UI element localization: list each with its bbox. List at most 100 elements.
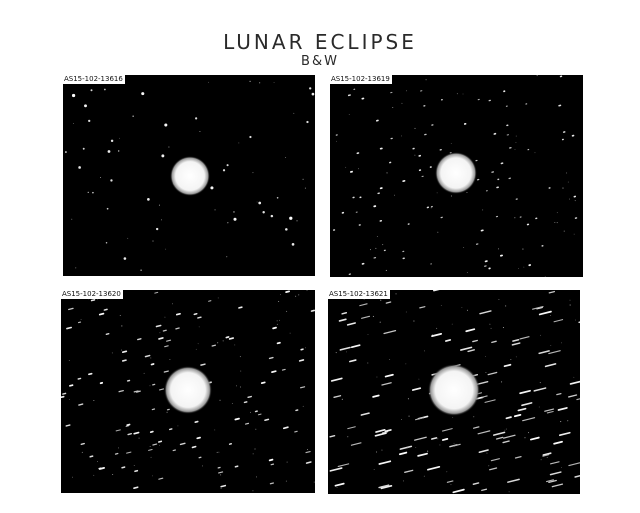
star-streak	[228, 337, 235, 340]
star	[276, 320, 278, 322]
star	[407, 398, 409, 400]
star-streak	[98, 312, 105, 316]
star	[123, 257, 127, 260]
star-streak	[269, 482, 274, 485]
photo-label: AS15-102-13620	[61, 290, 123, 299]
star-streak	[378, 460, 392, 465]
star	[540, 334, 541, 336]
star	[222, 340, 224, 342]
star	[68, 399, 70, 401]
star-streak	[294, 430, 298, 433]
star	[461, 306, 463, 308]
star	[518, 267, 519, 269]
star	[348, 114, 350, 115]
star	[453, 442, 455, 444]
star-streak	[375, 428, 386, 433]
star	[220, 474, 222, 476]
star-streak	[576, 398, 580, 401]
star	[233, 211, 235, 213]
star-streak	[193, 312, 198, 316]
star	[64, 151, 67, 153]
star	[372, 315, 374, 318]
star-streak	[512, 339, 520, 342]
star-streak	[350, 344, 361, 349]
star	[152, 240, 154, 242]
star	[335, 140, 337, 142]
star-streak	[545, 479, 554, 483]
star-streak	[305, 450, 311, 454]
star-streak	[514, 456, 522, 459]
star-streak	[126, 451, 132, 454]
star	[93, 474, 95, 476]
star	[158, 204, 161, 206]
star	[304, 187, 306, 189]
star	[285, 157, 287, 158]
star	[222, 169, 226, 172]
star-streak	[550, 461, 560, 465]
star	[110, 139, 114, 143]
star-streak	[383, 330, 397, 335]
star-streak	[208, 300, 212, 302]
eclipse-photo-1-image	[64, 80, 315, 271]
star-streak	[372, 394, 380, 398]
eclipse-photo-1: AS15-102-13616	[63, 75, 315, 276]
star	[236, 385, 237, 387]
star-streak	[374, 432, 387, 437]
star	[463, 247, 465, 248]
star-streak	[378, 484, 390, 489]
star	[249, 135, 252, 139]
star-streak	[243, 401, 248, 404]
star	[522, 248, 524, 250]
star	[214, 429, 216, 431]
star	[357, 168, 359, 170]
star-streak	[197, 316, 202, 319]
star	[452, 416, 454, 418]
star-streak	[347, 426, 356, 430]
star-streak	[154, 291, 159, 294]
star-streak	[453, 443, 461, 447]
star	[289, 216, 293, 220]
star-streak	[137, 338, 142, 341]
star	[515, 356, 517, 358]
eclipse-photo-2-image	[332, 75, 578, 277]
star	[296, 220, 298, 222]
star	[309, 87, 312, 90]
star	[276, 323, 278, 325]
star-streak	[522, 417, 536, 422]
star	[104, 88, 106, 91]
star	[376, 451, 378, 453]
star	[295, 295, 297, 297]
moon-disc	[435, 152, 477, 194]
star	[562, 187, 564, 189]
star-streak	[507, 478, 520, 483]
star	[466, 309, 468, 311]
star-streak	[399, 445, 413, 450]
star	[286, 310, 288, 312]
star	[298, 294, 300, 296]
star-streak	[126, 423, 131, 426]
star	[81, 451, 83, 453]
star	[554, 222, 556, 223]
star	[262, 211, 265, 214]
star	[386, 172, 388, 174]
star	[450, 484, 452, 486]
star-streak	[574, 475, 580, 478]
star-streak	[359, 303, 368, 307]
star-streak	[298, 359, 305, 362]
star	[202, 465, 203, 467]
star	[504, 429, 506, 431]
star-streak	[350, 442, 362, 446]
star-streak	[569, 380, 580, 385]
star	[119, 137, 120, 139]
star-streak	[61, 395, 65, 399]
star	[121, 325, 123, 327]
star-streak	[247, 395, 252, 399]
star	[395, 293, 397, 295]
star-streak	[175, 312, 181, 316]
star-streak	[433, 290, 440, 292]
star-streak	[517, 407, 527, 412]
star	[497, 248, 499, 250]
star-streak	[384, 429, 392, 433]
star	[259, 82, 261, 84]
star-streak	[553, 440, 563, 445]
